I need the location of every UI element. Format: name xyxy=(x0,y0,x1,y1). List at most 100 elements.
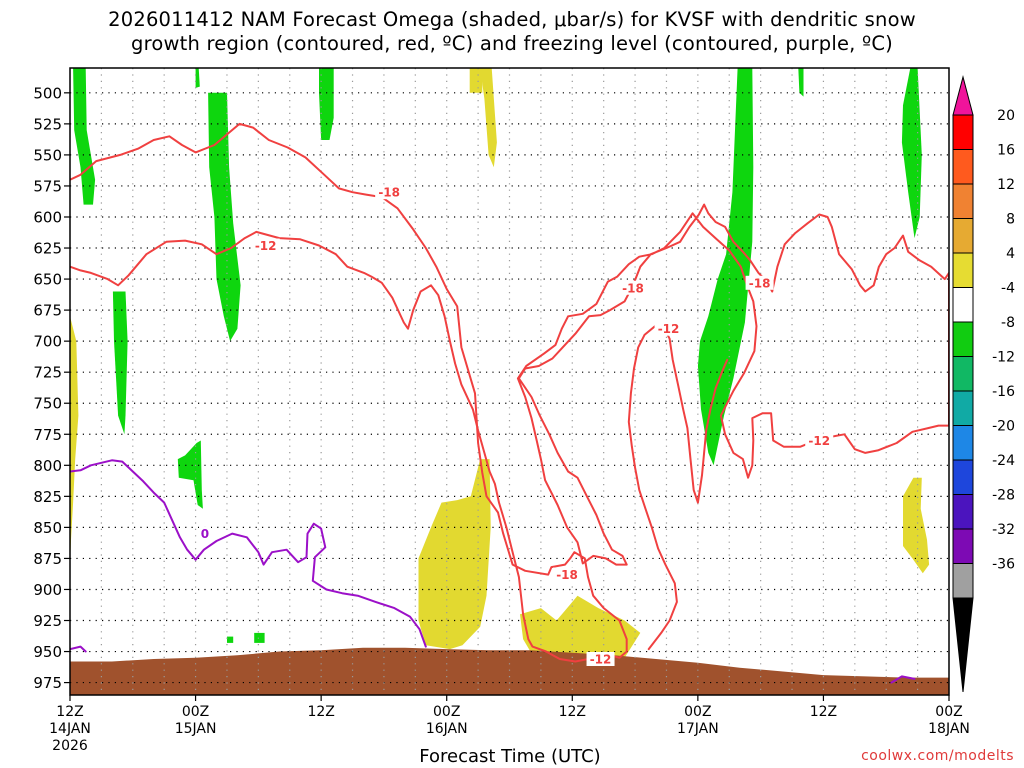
y-tick-label: 975 xyxy=(33,674,62,692)
colorbar-segment xyxy=(952,425,974,461)
colorbar-segment xyxy=(952,114,974,150)
colorbar-segment xyxy=(952,356,974,392)
omega-green xyxy=(798,68,804,97)
colorbar-label: 4 xyxy=(1006,246,1015,262)
colorbar-label: -28 xyxy=(992,488,1015,504)
minus12-contour-right xyxy=(627,325,729,651)
colorbar-segment xyxy=(952,287,974,323)
x-tick-label: 00Z xyxy=(433,704,460,720)
contour-label-layer: -18 -12 -18 -12 -18 -12 -18 -12 0 xyxy=(198,185,834,666)
colorbar-segment xyxy=(952,563,974,599)
y-tick-label: 950 xyxy=(33,643,62,661)
colorbar-segment xyxy=(952,494,974,530)
contour-label-bg xyxy=(805,433,834,448)
omega-green xyxy=(227,636,234,643)
colorbar-segment xyxy=(952,390,974,426)
y-tick-label: 825 xyxy=(33,488,62,506)
omega-green xyxy=(112,291,128,435)
terrain-fill xyxy=(70,647,949,695)
omega-green xyxy=(901,68,922,239)
contour-label-bg xyxy=(586,651,615,666)
zero-contour-bottom-right xyxy=(890,675,916,684)
x-tick-label: 16JAN xyxy=(426,721,468,737)
omega-green xyxy=(319,68,334,140)
contour-label: -18 xyxy=(622,281,644,295)
y-tick-label: 575 xyxy=(33,177,62,195)
y-tick-label: 500 xyxy=(33,84,62,102)
colorbar-segment xyxy=(952,218,974,254)
y-tick-label: 775 xyxy=(33,426,62,444)
contour-label: -18 xyxy=(749,276,771,290)
colorbar-label: -36 xyxy=(992,557,1015,573)
omega-yellow xyxy=(418,459,491,650)
y-tick-label: 550 xyxy=(33,146,62,164)
y-tick-label: 675 xyxy=(33,302,62,320)
colorbar: 20 16 12 8 4 -4 -8 -12 -16 -20 -24 -28 -32 -36 xyxy=(952,75,1015,693)
colorbar-label: 20 xyxy=(997,108,1015,124)
zero-contour-small xyxy=(70,645,87,653)
omega-shading-layer xyxy=(70,68,930,658)
colorbar-label: -24 xyxy=(992,453,1015,469)
y-tick-label: 850 xyxy=(33,519,62,537)
colorbar-segment xyxy=(952,252,974,288)
x-tick-label: 18JAN xyxy=(928,721,970,737)
contour-label-bg xyxy=(198,526,211,541)
colorbar-label: -16 xyxy=(992,384,1015,400)
colorbar-label: -4 xyxy=(1001,281,1015,297)
x-tick-label: 12Z xyxy=(56,704,83,720)
contour-label: -12 xyxy=(255,239,277,253)
omega-green xyxy=(73,68,96,205)
y-tick-label: 900 xyxy=(33,581,62,599)
colorbar-segment xyxy=(952,459,974,495)
grid-layer xyxy=(70,68,949,695)
minus12-contour-inner xyxy=(516,203,949,566)
omega-yellow xyxy=(520,595,641,658)
x-tick-label: 2026 xyxy=(52,738,88,754)
colorbar-label: 8 xyxy=(1006,212,1015,228)
contour-label: -12 xyxy=(808,434,830,448)
x-tick-label: 00Z xyxy=(684,704,711,720)
colorbar-label: -20 xyxy=(992,419,1015,435)
x-tick-label: 12Z xyxy=(307,704,334,720)
contour-label: 0 xyxy=(201,527,209,541)
contour-label-bg xyxy=(553,567,582,582)
contour-label-bg xyxy=(251,238,280,253)
colorbar-segment xyxy=(952,528,974,564)
omega-green xyxy=(254,632,265,643)
contour-label-bg xyxy=(745,275,774,290)
x-tick-label: 00Z xyxy=(935,704,962,720)
omega-green xyxy=(177,440,203,509)
contour-label: -12 xyxy=(658,322,680,336)
y-tick-label: 525 xyxy=(33,115,62,133)
chart-title-line2: growth region (contoured, red, ºC) and f… xyxy=(131,32,893,55)
x-tick-label: 17JAN xyxy=(677,721,719,737)
contour-label-bg xyxy=(618,280,647,295)
x-tick-label: 00Z xyxy=(182,704,209,720)
y-tick-label: 925 xyxy=(33,612,62,630)
colorbar-segment xyxy=(952,149,974,185)
colorbar-label: -12 xyxy=(992,350,1015,366)
x-tick-label: 14JAN xyxy=(49,721,91,737)
colorbar-label: 12 xyxy=(997,177,1015,193)
y-tick-label: 750 xyxy=(33,395,62,413)
colorbar-label: 16 xyxy=(997,143,1015,159)
omega-yellow xyxy=(903,477,930,574)
plot-frame xyxy=(69,67,950,696)
x-tick-label: 12Z xyxy=(810,704,837,720)
y-tick-label: 600 xyxy=(33,208,62,226)
y-tick-label: 725 xyxy=(33,364,62,382)
contour-label: -12 xyxy=(590,652,612,666)
x-axis-title: Forecast Time (UTC) xyxy=(419,746,601,767)
y-tick-label: 650 xyxy=(33,271,62,289)
omega-green xyxy=(697,68,754,466)
omega-yellow xyxy=(70,316,79,565)
x-tick-label: 15JAN xyxy=(175,721,217,737)
omega-yellow xyxy=(469,68,483,93)
contour-label-bg xyxy=(375,185,404,200)
omega-yellow xyxy=(480,68,497,168)
y-tick-label: 625 xyxy=(33,240,62,258)
y-tick-label: 875 xyxy=(33,550,62,568)
contour-label: -18 xyxy=(378,186,400,200)
omega-green xyxy=(195,68,200,88)
